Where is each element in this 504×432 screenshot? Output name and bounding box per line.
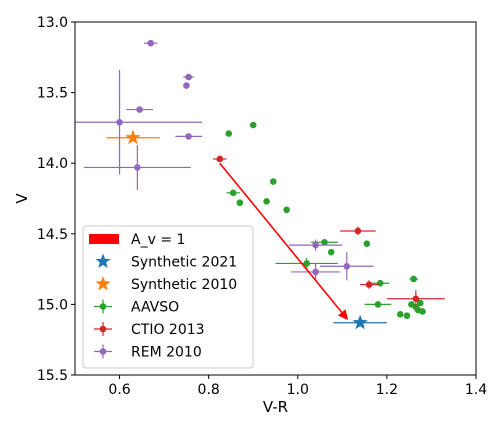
data-point (225, 130, 233, 137)
legend-label: Synthetic 2010 (131, 277, 237, 293)
data-point (216, 155, 224, 163)
legend-marker (99, 325, 107, 333)
data-point (396, 310, 404, 318)
y-tick-label: 15.0 (37, 297, 68, 313)
extinction-arrow (219, 162, 349, 321)
legend-star-marker (95, 253, 111, 268)
y-tick-label: 14.0 (37, 156, 68, 172)
y-tick-label: 14.5 (37, 227, 68, 243)
x-tick-label: 1.4 (465, 382, 487, 398)
x-axis-label: V-R (263, 398, 288, 416)
data-point (412, 295, 420, 303)
series-rem-2010 (75, 39, 374, 281)
data-point (327, 248, 335, 256)
data-point (417, 299, 424, 307)
data-point (354, 227, 362, 235)
data-point (147, 39, 155, 47)
data-point (283, 206, 290, 214)
legend-patch (89, 234, 119, 244)
y-axis-label: V (13, 193, 31, 204)
data-point (183, 82, 190, 89)
legend-marker (99, 348, 107, 355)
data-point (185, 133, 192, 140)
data-point (116, 118, 123, 126)
axes-frame (74, 21, 477, 376)
legend-label: REM 2010 (131, 345, 202, 361)
x-tick-label: 1.0 (287, 382, 309, 398)
legend-marker (99, 303, 107, 310)
series-synthetic-2010 (106, 129, 160, 145)
data-point (312, 268, 319, 276)
data-point (249, 121, 257, 129)
data-point (236, 199, 244, 207)
data-point-star (125, 129, 141, 145)
y-tick-label: 13.0 (37, 15, 68, 31)
data-point (134, 164, 141, 171)
legend-label: Synthetic 2021 (131, 255, 237, 271)
axes: 0.6 0.8 1.0 1.2 1.4 13.0 13.5 14.0 14.5 15.0 15.5 V… (13, 15, 487, 416)
legend: A_v = 1 Synthetic 2021 Synthetic 2010 AAVSO… (82, 225, 254, 369)
data-point (185, 73, 192, 81)
legend-label: CTIO 2013 (131, 322, 205, 338)
series-synthetic-2021 (333, 314, 387, 330)
data-point (410, 275, 417, 283)
data-point (403, 312, 411, 319)
data-point-star (352, 314, 368, 330)
y-tick-label: 13.5 (37, 86, 68, 102)
data-point (269, 178, 277, 185)
legend-label: A_v = 1 (131, 232, 185, 248)
data-point (303, 260, 310, 267)
x-tick-label: 0.6 (108, 382, 130, 398)
y-tick-label: 15.5 (37, 368, 68, 384)
data-point (229, 189, 237, 197)
data-point (321, 238, 328, 246)
data-point (136, 106, 143, 113)
data-point (363, 240, 371, 247)
data-point (376, 279, 384, 287)
data-point (263, 198, 270, 205)
x-tick-label: 0.8 (198, 382, 220, 398)
data-point (312, 241, 319, 249)
data-point (365, 281, 373, 288)
series-aavso (225, 121, 426, 319)
legend-star-marker (95, 276, 111, 291)
x-tick-label: 1.2 (376, 382, 398, 398)
legend-box (82, 225, 254, 369)
series-ctio-2013 (213, 155, 445, 308)
data-point (419, 308, 426, 315)
plot-area (75, 39, 445, 330)
legend-label: AAVSO (131, 300, 179, 316)
data-point (343, 262, 351, 270)
data-point (374, 301, 382, 308)
